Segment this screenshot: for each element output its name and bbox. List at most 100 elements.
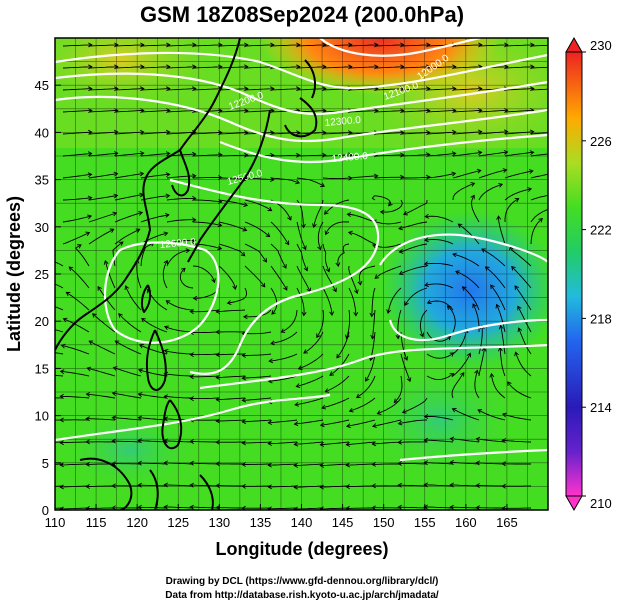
streamline: [166, 109, 196, 113]
streamline: [60, 507, 90, 510]
x-tick-label: 160: [455, 515, 477, 530]
streamline: [268, 375, 298, 382]
streamline-arrow: [514, 351, 519, 357]
streamline: [55, 352, 64, 355]
streamline: [114, 88, 144, 91]
streamline-arrow: [34, 349, 38, 353]
x-tick-label: 115: [86, 515, 107, 530]
colorbar-scale: [565, 51, 583, 497]
streamline: [244, 177, 274, 181]
streamline: [322, 132, 352, 135]
streamline: [88, 194, 118, 201]
streamline: [192, 66, 222, 69]
streamline: [320, 463, 350, 467]
streamline-arrow: [137, 415, 143, 421]
streamline-arrow: [260, 282, 266, 288]
streamline: [68, 266, 90, 289]
streamline-arrow: [113, 193, 119, 199]
streamline-arrow: [265, 232, 271, 238]
streamline: [322, 287, 333, 316]
streamline: [322, 177, 352, 180]
streamline-arrow: [270, 340, 275, 346]
streamline-arrow: [322, 152, 327, 158]
streamline: [88, 88, 118, 91]
streamline-arrow: [85, 416, 90, 422]
streamline-arrow: [300, 223, 306, 229]
x-tick-label: 110: [45, 515, 66, 530]
streamline: [218, 44, 248, 47]
streamline: [530, 88, 548, 91]
streamline: [504, 170, 533, 179]
streamline: [62, 88, 92, 91]
streamline-arrow: [329, 311, 335, 316]
streamline: [193, 199, 222, 203]
streamline: [510, 246, 532, 267]
streamline: [424, 484, 454, 487]
streamline: [244, 66, 274, 69]
streamline: [164, 395, 193, 399]
streamline: [62, 197, 92, 201]
streamline: [86, 393, 116, 399]
streamline-arrow: [163, 482, 168, 488]
streamline: [55, 419, 64, 421]
streamline-arrow: [189, 482, 194, 488]
streamline: [190, 440, 219, 443]
streamline-arrow: [529, 150, 535, 156]
streamline: [322, 154, 352, 157]
streamline: [296, 375, 324, 387]
streamline: [530, 66, 548, 69]
streamline-arrow: [215, 352, 220, 358]
streamline-arrow: [372, 423, 377, 429]
streamline: [374, 44, 404, 47]
streamline: [478, 183, 503, 201]
streamline: [377, 397, 402, 415]
streamline: [294, 419, 324, 425]
streamline-arrow: [138, 210, 144, 216]
streamline-arrow: [113, 171, 119, 177]
streamline: [166, 219, 196, 223]
streamline-arrow: [556, 151, 560, 155]
streamline-arrow: [424, 237, 429, 243]
contour-12400: [219, 133, 548, 164]
streamline: [478, 169, 507, 179]
streamline: [270, 132, 300, 135]
streamline: [325, 375, 350, 393]
streamline-arrow: [320, 182, 325, 187]
streamline: [349, 397, 376, 412]
streamline: [481, 248, 506, 267]
streamline: [88, 131, 118, 135]
streamline: [219, 177, 248, 180]
streamline-arrow: [501, 461, 506, 467]
coastline-luzon: [145, 329, 167, 391]
streamline-arrow: [262, 257, 268, 263]
y-tick-label: 25: [35, 267, 49, 282]
x-tick-label: 150: [373, 515, 395, 530]
streamline-arrow: [319, 484, 324, 490]
streamline-arrow: [189, 396, 194, 402]
y-tick-label: 30: [35, 220, 49, 235]
streamline: [374, 265, 402, 279]
streamline-arrow: [241, 440, 246, 446]
streamline: [112, 392, 142, 399]
streamline-arrow: [357, 280, 363, 286]
streamline: [462, 286, 480, 311]
streamline-arrow: [293, 463, 299, 468]
streamline: [60, 463, 90, 466]
streamline-arrow: [311, 223, 317, 229]
streamline-arrow: [87, 195, 93, 201]
streamline-arrow: [302, 245, 307, 251]
streamline: [426, 66, 456, 69]
streamline: [490, 284, 506, 311]
streamline-arrow: [59, 369, 65, 375]
streamline: [190, 309, 220, 313]
streamline: [485, 266, 506, 289]
streamline-arrow: [283, 285, 288, 291]
streamline: [270, 110, 300, 113]
streamline-arrow: [163, 231, 169, 237]
streamline: [400, 131, 430, 135]
streamline-arrow: [446, 305, 452, 310]
streamline: [296, 287, 305, 316]
streamline-arrow: [295, 179, 301, 185]
streamline-arrow: [372, 243, 377, 249]
streamline: [336, 331, 350, 359]
